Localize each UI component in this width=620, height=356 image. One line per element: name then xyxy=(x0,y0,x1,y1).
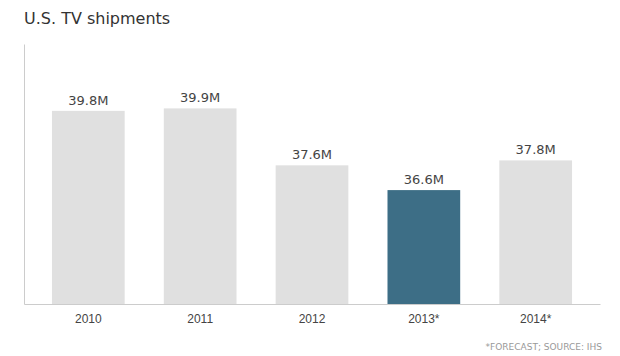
title: U.S. TV shipments xyxy=(24,9,170,28)
bar xyxy=(499,160,572,304)
x-tick: 2013* xyxy=(408,304,440,326)
y-axis xyxy=(24,45,25,305)
data-label: 39.9M xyxy=(180,90,220,105)
x-tick-label: 2012 xyxy=(299,312,326,326)
bar xyxy=(387,190,460,304)
bar xyxy=(276,165,349,304)
footnote: *FORECAST; SOURCE: IHS xyxy=(486,342,603,352)
data-label: 39.8M xyxy=(68,93,108,108)
x-tick: 2014* xyxy=(520,304,552,326)
x-tick: 2012 xyxy=(299,304,326,326)
data-labels: 39.8M 39.9M 37.6M 36.6M 37.8M xyxy=(68,90,556,187)
bar xyxy=(52,111,125,304)
x-tick-label: 2014* xyxy=(520,312,552,326)
data-label: 36.6M xyxy=(404,172,444,187)
x-axis-line xyxy=(25,304,601,305)
x-tick-label: 2010 xyxy=(75,312,102,326)
x-tick-label: 2013* xyxy=(408,312,440,326)
plot: 39.8M39.9M37.6M36.6M37.8M201020112012201… xyxy=(25,45,601,326)
x-tick: 2011 xyxy=(187,304,213,326)
data-label: 37.6M xyxy=(292,147,332,162)
x-tick-label: 2011 xyxy=(187,312,213,326)
bar xyxy=(164,108,237,304)
bars xyxy=(52,108,572,304)
x-axis: 2010 2011 2012 2013* 2014* xyxy=(25,304,601,326)
x-tick: 2010 xyxy=(75,304,102,326)
data-label: 37.8M xyxy=(516,142,556,157)
chart: 39.8M39.9M37.6M36.6M37.8M201020112012201… xyxy=(0,0,620,356)
y-axis-line xyxy=(24,45,25,305)
